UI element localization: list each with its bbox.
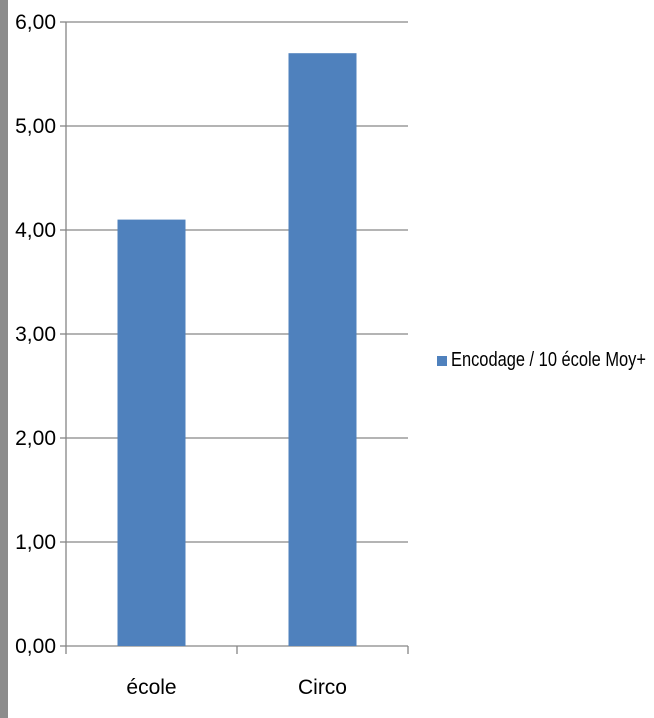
bar-circo <box>288 53 357 646</box>
y-tick-label: 1,00 <box>15 531 56 554</box>
y-tick-label: 2,00 <box>15 427 56 450</box>
tick-labels: 0,00 1,00 2,00 3,00 4,00 5,00 6,00 école Circo <box>15 11 347 699</box>
bar--cole <box>117 219 186 646</box>
gridlines <box>66 21 408 543</box>
legend-swatch <box>437 356 447 366</box>
y-tick-label: 0,00 <box>15 635 56 658</box>
bars <box>117 53 357 646</box>
x-category-label: école <box>126 676 176 699</box>
x-category-label: Circo <box>298 676 347 699</box>
y-tick-label: 5,00 <box>15 115 56 138</box>
y-tick-label: 3,00 <box>15 323 56 346</box>
window-left-border <box>0 0 8 718</box>
legend: Encodage / 10 école Moy+ <box>437 349 646 371</box>
y-tick-label: 4,00 <box>15 219 56 242</box>
legend-label: Encodage / 10 école Moy+ <box>451 349 646 371</box>
y-tick-label: 6,00 <box>15 11 56 34</box>
